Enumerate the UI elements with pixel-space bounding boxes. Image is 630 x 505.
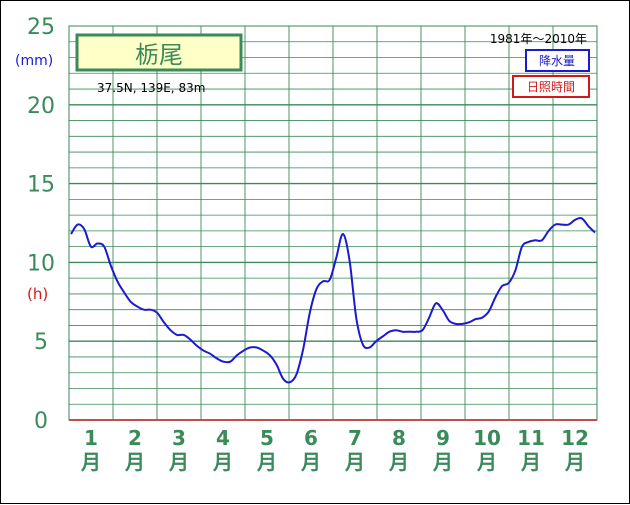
month-number: 12 [561,426,589,450]
month-suffix: 月 [168,450,189,474]
y-tick-label: 25 [27,15,55,40]
y-tick-label: 10 [27,251,55,276]
month-suffix: 月 [564,450,585,474]
month-number: 5 [260,426,274,450]
month-suffix: 月 [80,450,101,474]
legend-precip-label: 降水量 [539,54,575,68]
month-number: 8 [392,426,406,450]
y-tick-label: 5 [34,330,48,355]
y-tick-label: 15 [27,173,55,198]
month-suffix: 月 [124,450,145,474]
title-box [75,33,243,72]
month-number: 4 [216,426,230,450]
y-tick-label: 0 [34,409,48,434]
month-number: 7 [348,426,362,450]
month-suffix: 月 [432,450,453,474]
month-suffix: 月 [256,450,277,474]
month-number: 9 [436,426,450,450]
month-number: 3 [172,426,186,450]
month-suffix: 月 [300,450,321,474]
month-suffix: 月 [212,450,233,474]
y-tick-label: 20 [27,94,55,119]
precipitation-line [70,216,596,384]
y-unit-precip: (mm) [15,53,53,69]
month-suffix: 月 [388,450,409,474]
month-number: 6 [304,426,318,450]
month-suffix: 月 [344,450,365,474]
gridlines [69,26,597,420]
period-text: 1981年〜2010年 [490,32,587,46]
y-unit-sunshine: (h) [27,285,48,303]
legend-sunshine-label: 日照時間 [527,80,575,94]
location-text: 37.5N, 139E, 83m [97,81,205,95]
month-number: 10 [473,426,501,450]
month-number: 11 [517,426,545,450]
chart-title: 栃尾 [135,41,183,69]
month-number: 2 [128,426,142,450]
legend-precip-box [525,49,590,72]
month-suffix: 月 [476,450,497,474]
month-number: 1 [84,426,98,450]
month-suffix: 月 [520,450,541,474]
legend-sunshine-box [512,75,590,98]
y-tick-labels: 0 5 10 15 20 25 [27,15,55,434]
